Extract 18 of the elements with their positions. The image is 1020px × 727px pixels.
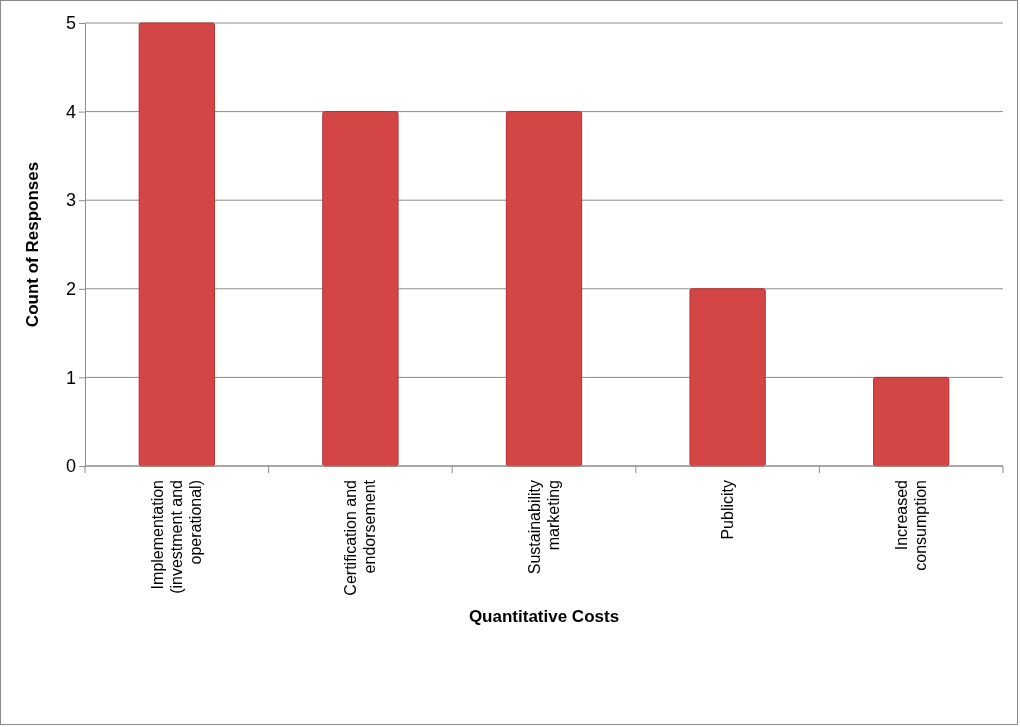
x-axis-title: Quantitative Costs [468, 606, 620, 626]
x-tick-label: Implementation (investment and operational) [148, 480, 204, 594]
bar [689, 288, 766, 467]
y-tick-label: 0 [65, 456, 76, 477]
y-tick-label: 5 [65, 13, 76, 34]
y-tick-label: 4 [65, 101, 76, 122]
bar [873, 376, 950, 467]
y-tick-label: 1 [65, 367, 76, 388]
bar [138, 22, 215, 467]
x-tick-label: Sustainability marketing [525, 480, 562, 575]
y-tick-label: 2 [65, 279, 76, 300]
x-tick-label: Increased consumption [892, 480, 929, 571]
x-tick-label: Certification and endorsement [341, 479, 378, 596]
y-axis-title: Count of Responses [23, 161, 42, 328]
bar [322, 111, 399, 467]
y-tick-label: 3 [65, 190, 76, 211]
bar [505, 111, 583, 467]
x-tick-label: Publicity [718, 480, 736, 540]
